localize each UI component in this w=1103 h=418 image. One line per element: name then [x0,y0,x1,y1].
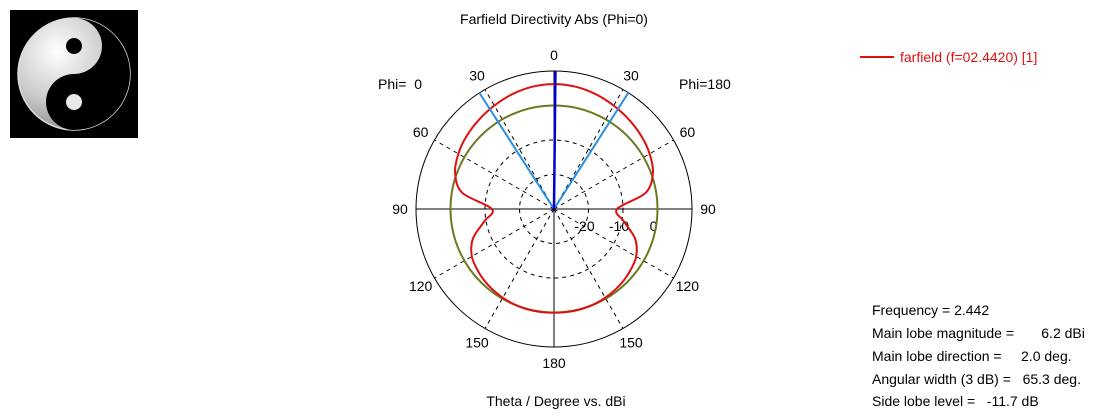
grid-spoke [434,139,555,210]
frequency-readout: Frequency = 2.442 [872,302,990,318]
angle-tick-label: 30 [623,68,639,84]
yin-yang-logo [10,10,138,138]
angle-tick-label: 60 [680,124,696,140]
series-line [453,83,655,314]
angle-tick-label: 30 [469,68,485,84]
main-lobe-direction-readout: Main lobe direction = 2.0 deg. [872,348,1072,364]
radial-tick-label: 0 [650,218,658,234]
series-curves [453,83,655,314]
radial-tick-label: -20 [574,218,594,234]
grid-spoke [553,208,674,279]
angle-tick-label: 120 [676,278,700,294]
grid-spoke [484,208,555,329]
angle-tick-label: 150 [465,334,489,350]
angle-tick-label: 180 [542,355,566,371]
x-axis-label: Theta / Degree vs. dBi [486,393,625,409]
phi-left-label: Phi= 0 [378,76,422,92]
angle-tick-label: 150 [619,334,643,350]
beamwidth-line [478,92,555,210]
angle-labels: 0 30 60 90 120 150 180 150 120 90 60 30 [392,47,716,371]
polar-grid [415,70,693,348]
angle-tick-label: 90 [392,201,408,217]
beamwidth-line [553,92,630,210]
grid-spoke [553,139,674,210]
angular-width-readout: Angular width (3 dB) = 65.3 deg. [872,371,1081,387]
angle-tick-label: 0 [550,47,558,63]
main-lobe-magnitude-readout: Main lobe magnitude = 6.2 dBi [872,325,1085,341]
beam-lines [478,70,630,210]
angle-tick-label: 120 [409,278,433,294]
grid-spoke [553,208,624,329]
legend-label: farfield (f=02.4420) [1] [900,49,1037,65]
main-lobe-line [552,70,557,210]
angle-tick-label: 60 [413,124,429,140]
grid-spoke [434,208,555,279]
angle-tick-label: 90 [700,201,716,217]
radial-tick-labels: -20 -10 0 [574,218,657,234]
grid-spoke [484,89,555,210]
chart-title: Farfield Directivity Abs (Phi=0) [460,11,648,27]
grid-spoke [553,89,624,210]
side-lobe-level-readout: Side lobe level = -11.7 dB [872,393,1039,409]
phi-right-label: Phi=180 [679,76,731,92]
